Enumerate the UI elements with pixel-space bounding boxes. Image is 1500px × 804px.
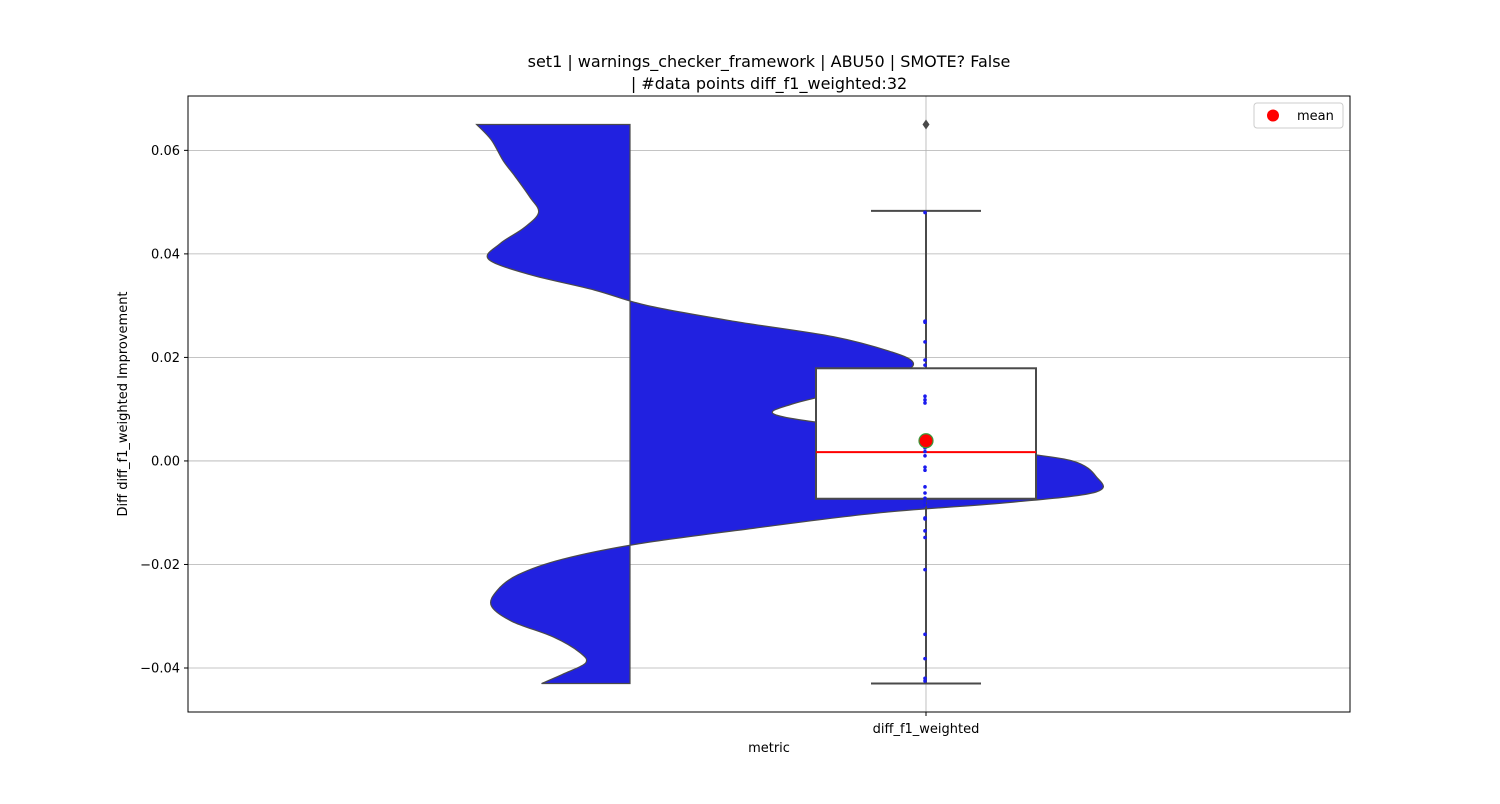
y-tick-label: 0.04 <box>151 247 180 262</box>
y-tick-label: −0.04 <box>140 662 180 677</box>
strip-point <box>923 491 927 495</box>
strip-point <box>923 449 927 454</box>
strip-point <box>923 465 927 469</box>
y-axis-label: Diff diff_f1_weighted Improvement <box>116 291 131 516</box>
strip-point <box>923 656 927 661</box>
strip-point <box>923 632 927 637</box>
chart-title-line-2: | #data points diff_f1_weighted:32 <box>631 74 907 94</box>
strip-point <box>923 499 927 504</box>
strip-point <box>923 363 927 367</box>
legend: mean <box>1253 102 1344 129</box>
x-axis: diff_f1_weighted <box>873 712 980 737</box>
strip-point <box>923 517 927 521</box>
strip-point <box>923 567 927 572</box>
y-tick-label: 0.02 <box>151 351 180 366</box>
strip-point <box>923 529 927 533</box>
strip-point <box>923 340 927 344</box>
strip-point <box>923 485 927 489</box>
plot-area-frame <box>187 95 1351 713</box>
strip-point <box>923 496 927 501</box>
chart-title-line-1: set1 | warnings_checker_framework | ABU5… <box>528 52 1011 72</box>
x-tick-label: diff_f1_weighted <box>873 722 980 737</box>
strip-point <box>923 676 927 681</box>
strip-point <box>923 358 927 362</box>
strip-point <box>923 398 927 402</box>
legend-mean-marker <box>1267 109 1279 122</box>
y-axis: −0.04 −0.02 0.00 0.02 0.04 0.06 <box>140 144 188 677</box>
strip-point <box>923 453 927 458</box>
outlier-point <box>922 119 930 130</box>
x-axis-label: metric <box>748 741 790 756</box>
strip-point <box>923 679 927 683</box>
strip-point <box>923 210 927 215</box>
y-tick-label: −0.02 <box>140 558 180 573</box>
strip-point <box>923 503 927 507</box>
mean-marker <box>918 433 934 449</box>
mean-markers <box>918 433 934 449</box>
strip-point <box>923 401 927 405</box>
strip-point <box>923 320 927 325</box>
legend-frame <box>1253 102 1344 129</box>
y-tick-label: 0.00 <box>151 454 180 469</box>
strip-point <box>923 468 927 473</box>
strip-point <box>923 535 927 540</box>
strip-point <box>923 394 927 399</box>
y-tick-label: 0.06 <box>151 144 180 159</box>
legend-mean-label: mean <box>1297 109 1334 124</box>
